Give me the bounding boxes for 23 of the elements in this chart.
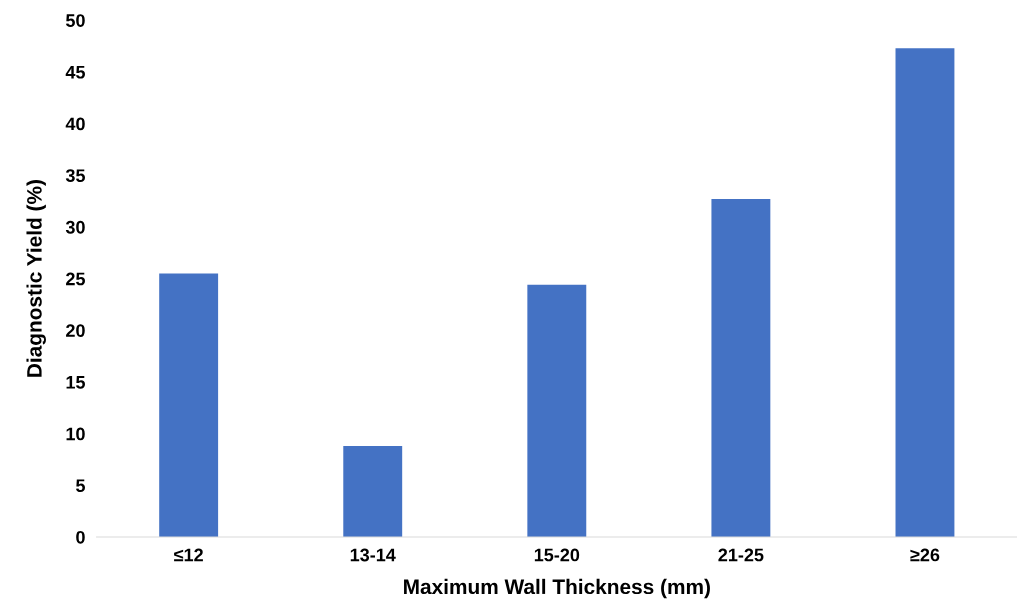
y-tick-label: 0 (76, 530, 85, 544)
y-tick-label: 45 (65, 66, 85, 79)
y-tick-label: 20 (66, 324, 85, 337)
bar (343, 446, 403, 537)
y-tick-label: 35 (65, 169, 85, 182)
y-tick-label: 30 (65, 220, 85, 234)
bar (895, 48, 955, 537)
x-tick-label: 21-25 (718, 548, 764, 562)
x-tick-label: ≤12 (174, 548, 203, 562)
y-tick-label: 40 (65, 117, 85, 131)
y-tick-label: 10 (66, 427, 85, 441)
y-axis-title: Diagnostic Yield (%) (26, 180, 46, 377)
x-axis-title: Maximum Wall Thickness (mm) (404, 578, 710, 599)
bar (159, 273, 219, 537)
y-tick-label: 25 (66, 272, 85, 286)
x-tick-label: 13-14 (350, 548, 396, 562)
y-tick-label: 5 (76, 479, 85, 493)
bar (527, 284, 587, 537)
x-tick-label: ≥26 (910, 548, 940, 562)
y-tick-label: 50 (65, 14, 85, 27)
bar (711, 199, 771, 537)
y-tick-label: 15 (66, 376, 85, 389)
x-tick-label: 15-20 (534, 548, 580, 562)
